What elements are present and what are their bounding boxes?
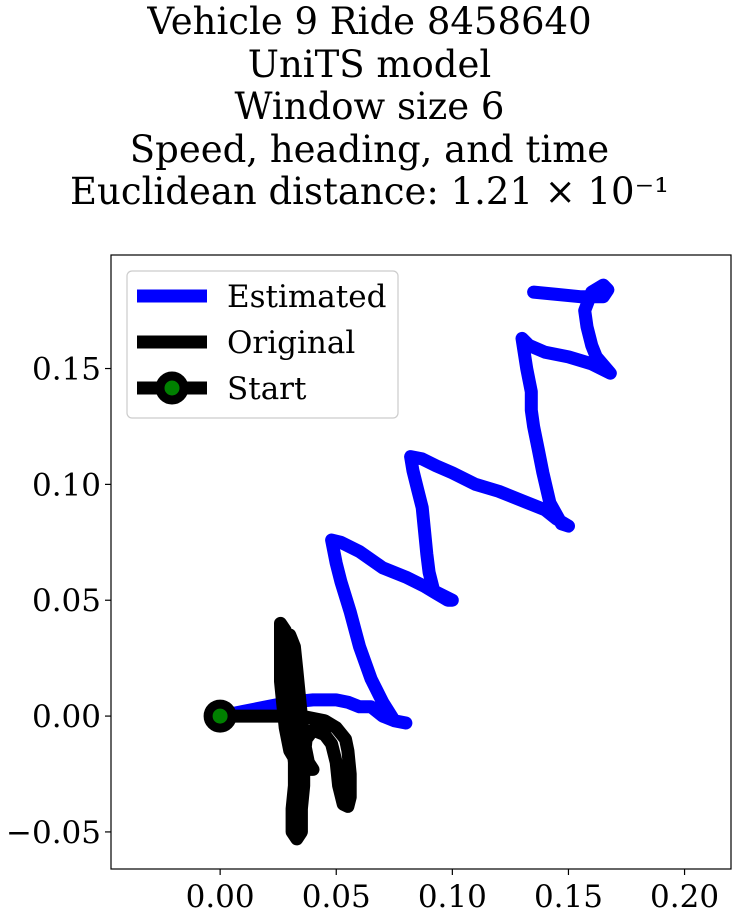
title-line: Vehicle 9 Ride 8458640: [147, 0, 592, 43]
x-tick-label: 0.15: [534, 879, 603, 915]
series-line-estimated: [213, 278, 617, 730]
ticks-layer: 0.00 0.05 0.10 0.15 0.20 −0.05 0.00 0.05 0.10 0.1…: [6, 352, 719, 915]
y-tick-label: −0.05: [6, 815, 101, 851]
legend-start-marker: [155, 371, 189, 405]
y-tick-label: 0.00: [32, 699, 101, 735]
x-tick-label: 0.00: [186, 879, 255, 915]
x-tick-label: 0.10: [418, 879, 487, 915]
series-layer: [203, 278, 617, 846]
chart-title: Vehicle 9 Ride 8458640 UniTS model Windo…: [0, 0, 739, 214]
legend-estimated-label: Estimated: [227, 279, 386, 315]
legend: Estimated Original Start: [126, 270, 399, 419]
y-tick-label: 0.05: [32, 583, 101, 619]
series-line-original: [213, 616, 357, 846]
y-tick-label: 0.15: [32, 352, 101, 388]
legend-original-label: Original: [227, 325, 355, 361]
x-tick-label: 0.05: [302, 879, 371, 915]
title-line: Euclidean distance: 1.21 × 10⁻¹: [70, 170, 669, 213]
title-line: Speed, heading, and time: [129, 127, 610, 171]
start-marker: [203, 699, 237, 733]
x-tick-label: 0.20: [650, 879, 719, 915]
legend-start-label: Start: [227, 371, 307, 407]
plot-frame: [110, 254, 732, 870]
title-line: UniTS model: [247, 42, 492, 86]
legend-frame: [126, 270, 399, 419]
y-tick-label: 0.10: [32, 467, 101, 503]
title-line: Window size 6: [234, 85, 505, 128]
